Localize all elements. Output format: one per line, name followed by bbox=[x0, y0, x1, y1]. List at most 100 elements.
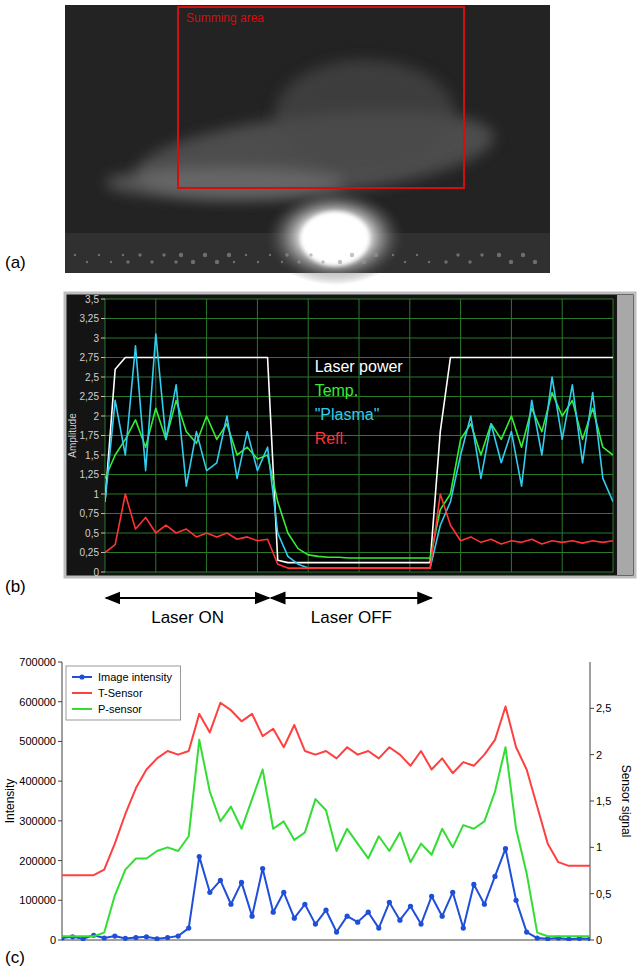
panel-a: Summing area(a) bbox=[5, 5, 550, 285]
point bbox=[313, 922, 318, 927]
spatter bbox=[245, 254, 247, 256]
tick-mark bbox=[58, 781, 62, 782]
spatter bbox=[309, 253, 312, 256]
tick-mark bbox=[101, 338, 105, 339]
tick-label: 200000 bbox=[19, 855, 56, 867]
tick-mark bbox=[101, 455, 105, 456]
point bbox=[376, 925, 381, 930]
spatter bbox=[444, 260, 447, 263]
tick-mark bbox=[58, 860, 62, 861]
tick-label: 0,25 bbox=[80, 547, 100, 558]
spatter bbox=[179, 253, 183, 257]
glow bbox=[265, 189, 405, 285]
tick-mark bbox=[590, 940, 594, 941]
point bbox=[144, 934, 149, 939]
tick-label: 600000 bbox=[19, 696, 56, 708]
plot-data bbox=[62, 703, 590, 941]
spatter bbox=[122, 254, 124, 256]
tick-label: 400000 bbox=[19, 775, 56, 787]
spatter bbox=[74, 254, 76, 256]
point bbox=[503, 846, 508, 851]
legend-swatch bbox=[72, 708, 92, 710]
tick-mark bbox=[590, 754, 594, 755]
scroll-strip bbox=[617, 295, 633, 575]
spatter bbox=[203, 253, 207, 257]
spatter bbox=[416, 254, 418, 256]
point bbox=[112, 933, 117, 938]
photo bbox=[65, 5, 550, 285]
spatter bbox=[150, 260, 153, 263]
spatter bbox=[533, 260, 537, 264]
photo-ground bbox=[65, 5, 550, 273]
point bbox=[271, 910, 276, 915]
tick-label: 1,75 bbox=[80, 430, 100, 441]
spatter bbox=[191, 260, 195, 264]
point bbox=[154, 936, 159, 941]
legend-entry: Temp. bbox=[315, 382, 359, 399]
tick-mark bbox=[101, 318, 105, 319]
tick-mark bbox=[590, 847, 594, 848]
grid-line bbox=[308, 299, 309, 572]
spatter bbox=[321, 260, 324, 263]
x-axis bbox=[62, 940, 590, 941]
legend-entry: P-sensor bbox=[98, 703, 142, 715]
tick-mark bbox=[101, 474, 105, 475]
plot-data bbox=[105, 334, 613, 568]
point bbox=[197, 854, 202, 859]
legend-swatch bbox=[79, 674, 84, 679]
axis-title: Intensity bbox=[3, 779, 17, 824]
point bbox=[260, 866, 265, 871]
spatter bbox=[174, 260, 177, 263]
tick-label: 2,5 bbox=[85, 372, 99, 383]
point bbox=[355, 920, 360, 925]
tick-mark bbox=[101, 552, 105, 553]
series-line bbox=[105, 494, 613, 568]
spatter bbox=[428, 261, 430, 263]
panel: 0100000200000300000400000500000600000700… bbox=[3, 656, 633, 967]
tick-label: 2 bbox=[93, 411, 99, 422]
grid-line bbox=[206, 299, 207, 572]
spatter bbox=[297, 260, 300, 263]
grid-line bbox=[359, 299, 360, 572]
tick-label: 3,5 bbox=[85, 294, 99, 305]
tick-label: 2 bbox=[596, 749, 602, 761]
point bbox=[345, 914, 350, 919]
tick-mark bbox=[101, 533, 105, 534]
tick-mark bbox=[101, 494, 105, 495]
point bbox=[302, 902, 307, 907]
point bbox=[387, 900, 392, 905]
point bbox=[492, 874, 497, 879]
spatter bbox=[285, 253, 288, 256]
point bbox=[482, 902, 487, 907]
spatter bbox=[392, 254, 394, 256]
spatter bbox=[480, 253, 483, 256]
point bbox=[397, 918, 402, 923]
spatter bbox=[509, 260, 513, 264]
legend-entry: Refl. bbox=[315, 430, 348, 447]
plume bbox=[275, 60, 455, 170]
spatter bbox=[497, 253, 501, 257]
panel-label: (a) bbox=[5, 253, 26, 272]
panel-frame bbox=[65, 293, 635, 577]
spatter bbox=[257, 261, 259, 263]
tick-label: 1,25 bbox=[80, 469, 100, 480]
tick-label: 0,5 bbox=[596, 888, 611, 900]
tick-label: 2,25 bbox=[80, 391, 100, 402]
spatter bbox=[86, 261, 88, 263]
tick-mark bbox=[590, 708, 594, 709]
tick-label: 0 bbox=[596, 934, 602, 946]
tick-label: 2,5 bbox=[596, 702, 611, 714]
series-line bbox=[105, 334, 613, 568]
tick-mark bbox=[101, 396, 105, 397]
point bbox=[429, 894, 434, 899]
point bbox=[323, 908, 328, 913]
tick-mark bbox=[590, 801, 594, 802]
tick-mark bbox=[101, 416, 105, 417]
series-line bbox=[62, 740, 590, 936]
tick-mark bbox=[101, 572, 105, 573]
spatter bbox=[338, 260, 342, 264]
tick-label: 3,25 bbox=[80, 313, 100, 324]
spatter bbox=[521, 253, 525, 257]
grid-line bbox=[460, 299, 461, 572]
tick-label: 300000 bbox=[19, 815, 56, 827]
